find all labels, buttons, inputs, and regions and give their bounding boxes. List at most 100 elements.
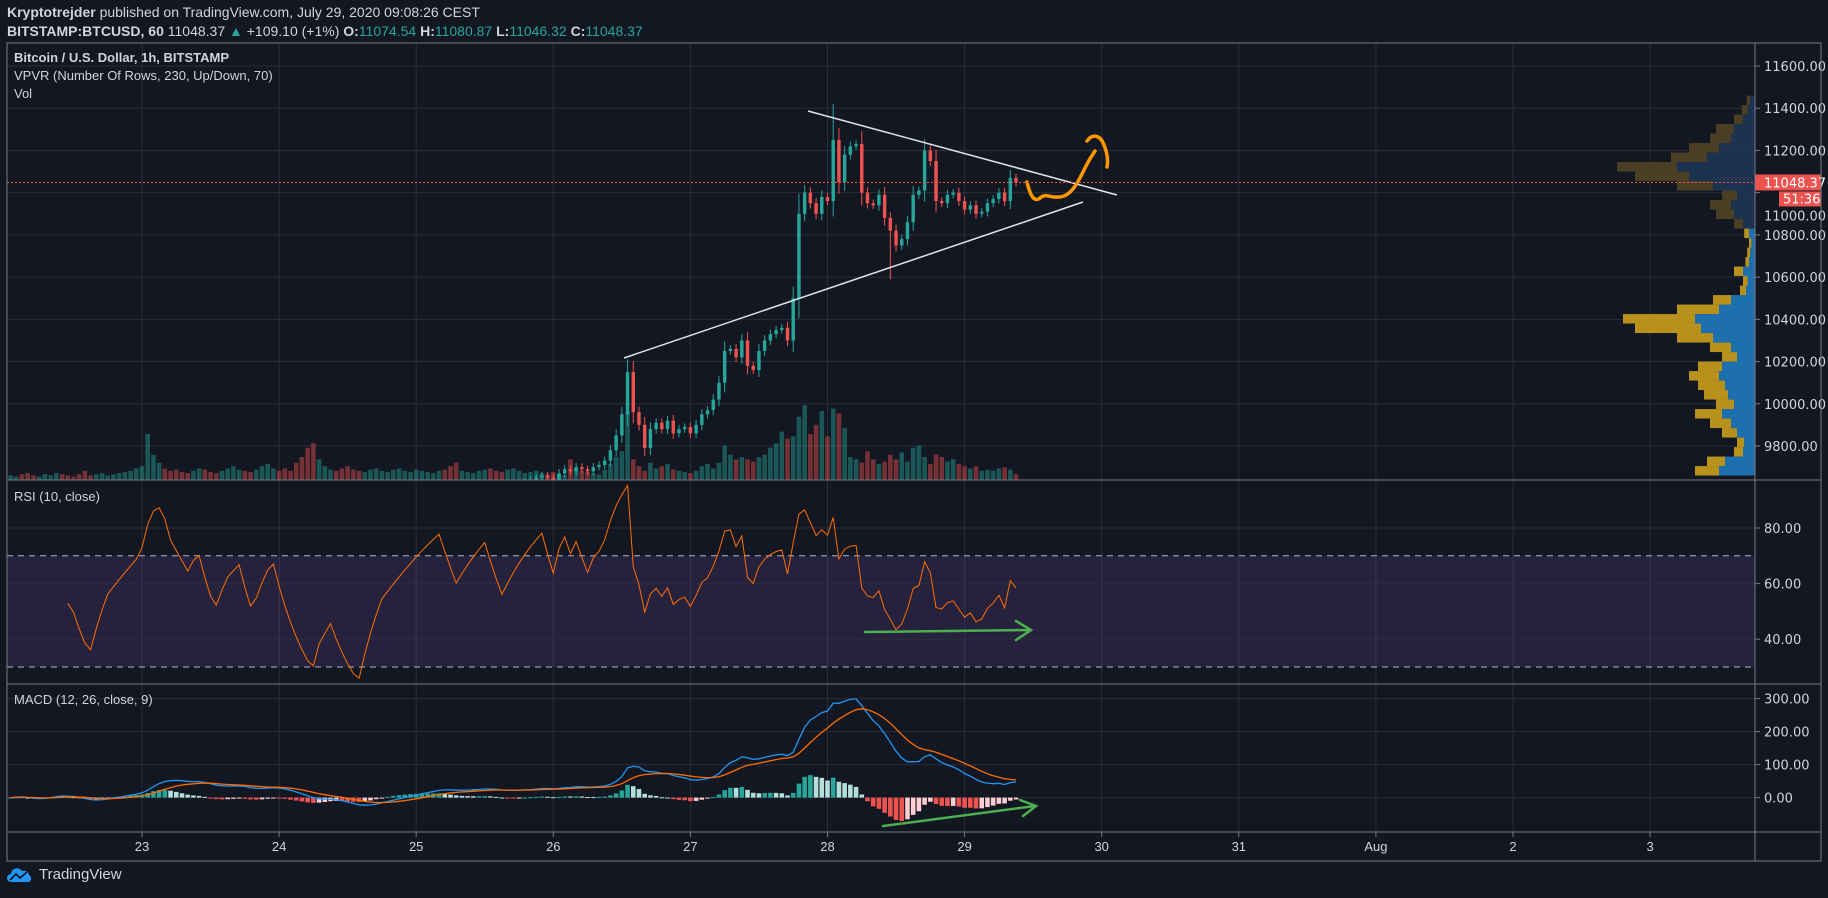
candle-body — [980, 212, 983, 214]
rsi-axis-label: 60.00 — [1764, 578, 1801, 593]
candle-body — [472, 488, 475, 490]
legend-rsi[interactable]: RSI (10, close) — [14, 489, 100, 504]
candle-body — [380, 509, 383, 513]
macd-histogram-bar — [928, 798, 933, 802]
vpvr-down-bar — [1747, 248, 1750, 257]
macd-histogram-bar — [728, 788, 733, 798]
candle-body — [335, 507, 338, 511]
candle-body — [706, 410, 709, 414]
macd-histogram-bar — [225, 798, 230, 800]
time-axis-label: 26 — [546, 839, 560, 854]
volume-bar — [174, 470, 179, 480]
candle-body — [900, 239, 903, 245]
vpvr-up-bar — [1725, 381, 1755, 391]
volume-bar — [283, 469, 288, 481]
volume-bar — [711, 469, 716, 481]
macd-histogram-bar — [174, 792, 179, 798]
candle-body — [106, 533, 109, 537]
chart-canvas[interactable]: 232425262728293031Aug2311600.0011400.001… — [0, 0, 1828, 898]
vpvr-down-bar — [1710, 134, 1731, 144]
volume-bar — [60, 474, 65, 480]
candle-body — [849, 146, 852, 154]
vpvr-down-bar — [1744, 229, 1749, 239]
vpvr-down-bar — [1710, 200, 1731, 210]
macd-histogram-bar — [380, 798, 385, 799]
macd-histogram-bar — [477, 796, 482, 797]
trendline-lower[interactable] — [624, 202, 1083, 358]
vpvr-up-bar — [1751, 238, 1755, 248]
macd-histogram-bar — [648, 795, 653, 797]
macd-line — [11, 699, 1016, 805]
volume-bar — [825, 436, 830, 480]
candle-body — [689, 427, 692, 433]
volume-bar — [962, 466, 967, 480]
time-axis-label: 23 — [135, 839, 149, 854]
candle-body — [112, 530, 115, 532]
volume-bar — [425, 472, 430, 480]
candle-body — [683, 427, 686, 429]
macd-histogram-bar — [899, 798, 904, 821]
volume-bar — [25, 473, 30, 480]
vpvr-down-bar — [1734, 219, 1743, 229]
legend-macd[interactable]: MACD (12, 26, close, 9) — [14, 692, 153, 707]
candle-body — [780, 328, 783, 330]
candle-body — [860, 144, 863, 193]
candle-body — [420, 495, 423, 497]
candle-body — [432, 490, 435, 492]
volume-bar — [37, 477, 42, 480]
macd-histogram-bar — [785, 795, 790, 797]
macd-histogram-bar — [865, 798, 870, 802]
vpvr-down-bar — [1716, 400, 1734, 410]
macd-histogram-bar — [660, 797, 665, 798]
legend-vol[interactable]: Vol — [14, 86, 32, 101]
volume-bar — [448, 466, 453, 480]
candle-body — [734, 349, 737, 357]
candle-body — [889, 218, 892, 231]
candle-body — [660, 423, 663, 429]
volume-bar — [248, 472, 253, 480]
macd-histogram-bar — [397, 795, 402, 797]
candle-body — [369, 518, 372, 522]
annotation-hook[interactable] — [1087, 136, 1108, 167]
volume-bar — [471, 473, 476, 480]
volume-bar — [934, 455, 939, 480]
volume-bar — [477, 471, 482, 480]
macd-histogram-bar — [557, 797, 562, 798]
volume-bar — [722, 446, 727, 481]
volume-bar — [837, 413, 842, 480]
volume-bar — [111, 474, 116, 480]
candle-body — [820, 197, 823, 214]
candle-body — [289, 497, 292, 501]
volume-bar — [185, 473, 190, 480]
candle-body — [374, 514, 377, 518]
volume-bar — [671, 470, 676, 480]
volume-bar — [494, 471, 499, 480]
volume-bar — [117, 473, 122, 480]
macd-histogram-bar — [734, 788, 739, 798]
candle-body — [169, 490, 172, 494]
macd-histogram-bar — [694, 798, 699, 801]
candle-body — [723, 351, 726, 383]
macd-histogram-bar — [831, 778, 836, 798]
legend-vpvr[interactable]: VPVR (Number Of Rows, 230, Up/Down, 70) — [14, 68, 273, 83]
volume-bar — [820, 411, 825, 480]
time-axis-label: 30 — [1094, 839, 1108, 854]
volume-bar — [700, 466, 705, 480]
footer-brand[interactable]: TradingView — [7, 866, 122, 883]
macd-histogram-bar — [934, 798, 939, 805]
volume-bar — [968, 469, 973, 481]
macd-histogram-bar — [922, 798, 927, 805]
vpvr-down-bar — [1734, 267, 1743, 277]
volume-bar — [128, 471, 133, 480]
volume-bar — [65, 475, 70, 480]
volume-bar — [757, 457, 762, 480]
volume-bar — [71, 477, 76, 480]
macd-histogram-bar — [540, 797, 545, 798]
volume-bar — [380, 471, 385, 480]
volume-bar — [500, 472, 505, 480]
candle-body — [906, 222, 909, 239]
trendline-upper[interactable] — [808, 111, 1117, 195]
volume-bar — [608, 464, 613, 480]
macd-histogram-bar — [574, 796, 579, 797]
volume-bar — [848, 457, 853, 480]
